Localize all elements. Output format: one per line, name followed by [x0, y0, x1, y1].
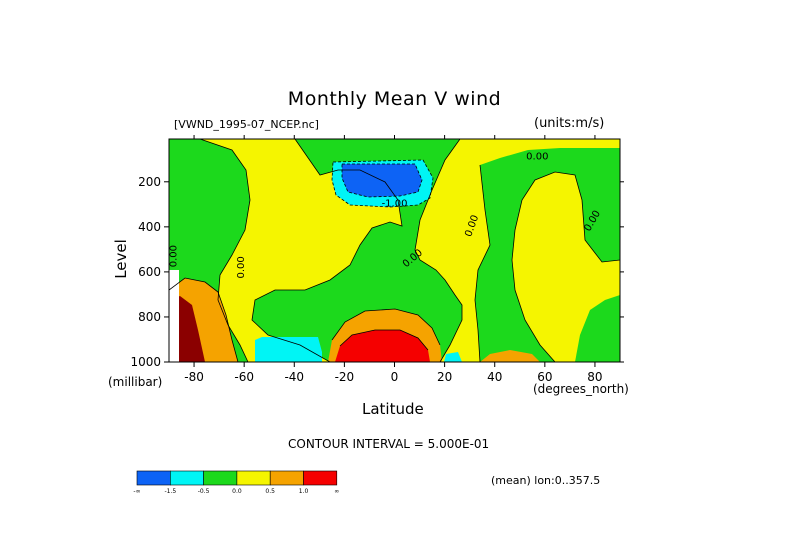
contour-line-left-ridge: [169, 277, 239, 362]
colorbar-swatch: [269, 470, 304, 486]
colorbar-swatch: [136, 470, 171, 486]
colorbar: -∞ -1.5 -0.5 0.0 0.5 1.0 ∞: [133, 470, 339, 495]
contour-label: 0.00: [236, 256, 247, 278]
colorbar-level-label: -1.5: [164, 488, 176, 495]
colorbar-level-label: -∞: [133, 488, 140, 495]
y-tick-label: 1000: [130, 355, 161, 369]
x-axis-units: (degrees_north): [533, 382, 629, 396]
chart-title: Monthly Mean V wind: [287, 88, 502, 110]
contour-line-zero-right: [474, 164, 491, 362]
y-tick-label: 600: [138, 265, 161, 279]
contour-line-zero-center: [251, 139, 403, 362]
x-tick-label: 40: [487, 370, 502, 384]
colorbar-swatch: [236, 470, 271, 486]
x-tick-label: -60: [234, 370, 254, 384]
contour-fill-layer: [169, 139, 620, 362]
colorbar-level-label: ∞: [334, 488, 339, 495]
fill-cyan-lower-left: [255, 337, 322, 362]
y-tick-label: 200: [138, 175, 161, 189]
units-label: (units:m/s): [534, 116, 605, 131]
fill-green-farright: [575, 295, 620, 362]
contour-label: -1.00: [382, 199, 408, 210]
contour-lines-layer: [169, 139, 620, 362]
x-tick-label: -20: [335, 370, 355, 384]
contour-line-zero-left: [199, 139, 251, 362]
contour-line-zero-farright: [511, 171, 620, 362]
colorbar-level-label: 0.0: [232, 488, 242, 495]
y-tick-label: 400: [138, 220, 161, 234]
colorbar-swatch: [170, 470, 204, 486]
y-tick-label: 800: [138, 310, 161, 324]
colorbar-level-label: 1.0: [299, 488, 309, 495]
missing-data-patch: [169, 270, 179, 362]
contour-line-zero-center-right: [414, 139, 463, 362]
contour-line-ridge: [331, 308, 441, 346]
axes-layer: -80 -60 -40 -20 0 20 40 60 80 200 400 600 800 1000: [130, 135, 624, 384]
fill-orange-right: [480, 350, 540, 362]
contour-label: 0.00: [169, 245, 180, 267]
dataset-file-label: [VWND_1995-07_NCEP.nc]: [174, 118, 319, 131]
x-tick-label: 80: [587, 370, 602, 384]
fill-cyan-lower-right: [444, 352, 462, 362]
contour-line-trough: [331, 159, 434, 208]
contour-line-trough-inner: [341, 163, 423, 198]
contour-label: 0.00: [526, 151, 548, 162]
fill-green-right: [475, 148, 620, 362]
y-axis-units: (millibar): [108, 375, 163, 389]
x-tick-label: -40: [284, 370, 304, 384]
x-tick-label: 60: [537, 370, 552, 384]
fill-red-center: [335, 330, 430, 362]
colorbar-swatch: [303, 470, 338, 486]
colorbar-level-label: 0.5: [265, 488, 275, 495]
x-tick-label: -80: [184, 370, 204, 384]
colorbar-swatch: [203, 470, 238, 486]
x-tick-label: 0: [391, 370, 399, 384]
contour-interval-note: CONTOUR INTERVAL = 5.000E-01: [288, 437, 490, 451]
contour-line-ridge-inner: [339, 329, 429, 351]
x-axis-label: Latitude: [362, 400, 424, 418]
x-tick-label: 20: [437, 370, 452, 384]
colorbar-level-label: -0.5: [198, 488, 210, 495]
mean-longitude-note: (mean) lon:0..357.5: [491, 474, 601, 487]
